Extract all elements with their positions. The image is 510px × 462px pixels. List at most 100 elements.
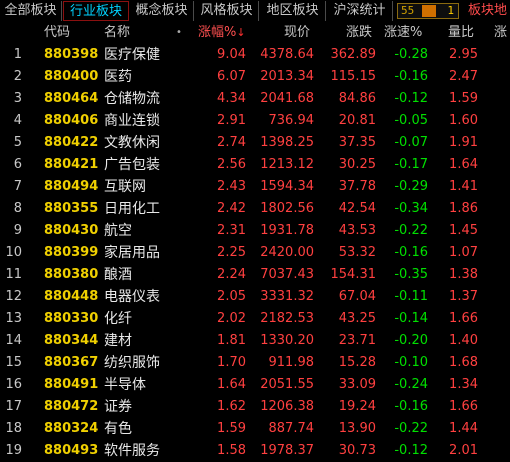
header-change-pct[interactable]: 涨幅%↓ [198, 22, 246, 44]
table-row[interactable]: 6 880421 广告包装 2.56 1213.12 30.25 -0.17 1.64 [0, 154, 510, 176]
table-row[interactable]: 1 880398 医疗保健 9.04 4378.64 362.89 -0.28 2.95 [0, 44, 510, 66]
table-row[interactable]: 16 880491 半导体 1.64 2051.55 33.09 -0.24 1.34 [0, 374, 510, 396]
table-row[interactable]: 14 880344 建材 1.81 1330.20 23.71 -0.20 1.40 [0, 330, 510, 352]
tab-region-sectors[interactable]: 地区板块 [260, 1, 326, 21]
row-index: 12 [5, 289, 22, 304]
volume-ratio-value: 1.37 [449, 289, 478, 304]
speed-value: -0.05 [394, 113, 428, 128]
sector-name: 日用化工 [104, 201, 160, 217]
price-value: 2041.68 [260, 91, 314, 106]
tab-concept-sectors[interactable]: 概念板块 [130, 1, 194, 21]
speed-value: -0.22 [394, 421, 428, 436]
sector-name: 家居用品 [104, 245, 160, 261]
change-value: 30.25 [338, 157, 376, 172]
change-value: 43.53 [338, 223, 376, 238]
sector-code: 880430 [44, 223, 99, 238]
table-row[interactable]: 17 880472 证券 1.62 1206.38 19.24 -0.16 1.66 [0, 396, 510, 418]
speed-value: -0.34 [394, 201, 428, 216]
speed-value: -0.14 [394, 311, 428, 326]
header-volume-ratio[interactable]: 量比 [448, 25, 475, 40]
table-row[interactable]: 15 880367 纺织服饰 1.70 911.98 15.28 -0.10 1.68 [0, 352, 510, 374]
row-index: 16 [5, 377, 22, 392]
table-row[interactable]: 3 880464 仓储物流 4.34 2041.68 84.86 -0.12 1.59 [0, 88, 510, 110]
volume-ratio-value: 1.45 [449, 223, 478, 238]
sector-code: 880367 [44, 355, 99, 370]
sector-name: 建材 [104, 333, 132, 349]
volume-ratio-value: 1.86 [449, 201, 478, 216]
table-row[interactable]: 4 880406 商业连锁 2.91 736.94 20.81 -0.05 1.60 [0, 110, 510, 132]
row-index: 4 [13, 113, 22, 128]
table-row[interactable]: 18 880324 有色 1.59 887.74 13.90 -0.22 1.44 [0, 418, 510, 440]
change-value: 84.86 [338, 91, 376, 106]
table-row[interactable]: 9 880430 航空 2.31 1931.78 43.53 -0.22 1.45 [0, 220, 510, 242]
sector-code: 880344 [44, 333, 99, 348]
row-index: 3 [13, 91, 22, 106]
volume-ratio-value: 1.68 [449, 355, 478, 370]
sector-name: 仓储物流 [104, 91, 160, 107]
sector-code: 880398 [44, 47, 99, 62]
table-header: 代码 名称 • 涨幅%↓ 现价 涨跌 涨速% 量比 涨 [0, 22, 510, 44]
header-name[interactable]: 名称 [104, 25, 131, 40]
table-row[interactable]: 19 880493 软件服务 1.58 1978.37 30.73 -0.12 2.01 [0, 440, 510, 462]
row-index: 19 [5, 443, 22, 458]
table-row[interactable]: 7 880494 互联网 2.43 1594.34 37.78 -0.29 1.41 [0, 176, 510, 198]
sector-name: 证券 [104, 399, 132, 415]
table-row[interactable]: 2 880400 医药 6.07 2013.34 115.15 -0.16 2.47 [0, 66, 510, 88]
row-index: 9 [13, 223, 22, 238]
row-index: 7 [13, 179, 22, 194]
change-value: 362.89 [330, 47, 377, 62]
tab-market-stats[interactable]: 沪深统计 [327, 1, 393, 21]
change-pct-value: 2.42 [217, 201, 246, 216]
speed-value: -0.11 [394, 289, 428, 304]
sector-name: 商业连锁 [104, 113, 160, 129]
price-value: 4378.64 [260, 47, 314, 62]
sector-name: 医疗保健 [104, 47, 160, 63]
counter-right-value: 1 [447, 4, 454, 17]
price-value: 2420.00 [260, 245, 314, 260]
header-change[interactable]: 涨跌 [346, 25, 373, 40]
volume-ratio-value: 1.44 [449, 421, 478, 436]
table-row[interactable]: 5 880422 文教休闲 2.74 1398.25 37.35 -0.07 1.91 [0, 132, 510, 154]
table-row[interactable]: 8 880355 日用化工 2.42 1802.56 42.54 -0.34 1.86 [0, 198, 510, 220]
counter-fill [422, 5, 436, 17]
sector-code: 880400 [44, 69, 99, 84]
table-row[interactable]: 11 880380 酿酒 2.24 7037.43 154.31 -0.35 1.38 [0, 264, 510, 286]
header-speed[interactable]: 涨速% [384, 25, 423, 40]
volume-ratio-value: 1.59 [449, 91, 478, 106]
sector-code: 880448 [44, 289, 99, 304]
change-pct-value: 2.74 [217, 135, 246, 150]
change-value: 115.15 [330, 69, 377, 84]
change-pct-value: 2.43 [217, 179, 246, 194]
volume-ratio-value: 1.64 [449, 157, 478, 172]
scroll-counter[interactable]: 55 1 [397, 3, 459, 19]
sector-name: 互联网 [104, 179, 146, 195]
change-pct-value: 1.59 [217, 421, 246, 436]
header-price[interactable]: 现价 [284, 25, 311, 40]
change-value: 15.28 [338, 355, 376, 370]
header-extra-column[interactable]: 涨 [494, 25, 508, 40]
change-pct-value: 1.81 [217, 333, 246, 348]
table-row[interactable]: 13 880330 化纤 2.02 2182.53 43.25 -0.14 1.66 [0, 308, 510, 330]
change-pct-value: 1.62 [217, 399, 246, 414]
change-value: 13.90 [338, 421, 376, 436]
speed-value: -0.16 [394, 69, 428, 84]
sector-code: 880355 [44, 201, 99, 216]
tab-style-sectors[interactable]: 风格板块 [195, 1, 259, 21]
volume-ratio-value: 1.34 [449, 377, 478, 392]
table-row[interactable]: 12 880448 电器仪表 2.05 3331.32 67.04 -0.11 1.37 [0, 286, 510, 308]
tab-sector-region-overflow[interactable]: 板块地 [468, 3, 508, 18]
speed-value: -0.22 [394, 223, 428, 238]
change-value: 33.09 [338, 377, 376, 392]
row-index: 2 [13, 69, 22, 84]
header-code[interactable]: 代码 [44, 25, 71, 40]
tab-all-sectors[interactable]: 全部板块 [0, 1, 62, 21]
change-pct-value: 4.34 [217, 91, 246, 106]
change-value: 19.24 [338, 399, 376, 414]
table-row[interactable]: 10 880399 家居用品 2.25 2420.00 53.32 -0.16 1.07 [0, 242, 510, 264]
change-pct-value: 6.07 [217, 69, 246, 84]
tab-industry-sectors[interactable]: 行业板块 [63, 1, 129, 21]
price-value: 1213.12 [260, 157, 314, 172]
volume-ratio-value: 2.95 [449, 47, 478, 62]
speed-value: -0.28 [394, 47, 428, 62]
sector-code: 880491 [44, 377, 99, 392]
